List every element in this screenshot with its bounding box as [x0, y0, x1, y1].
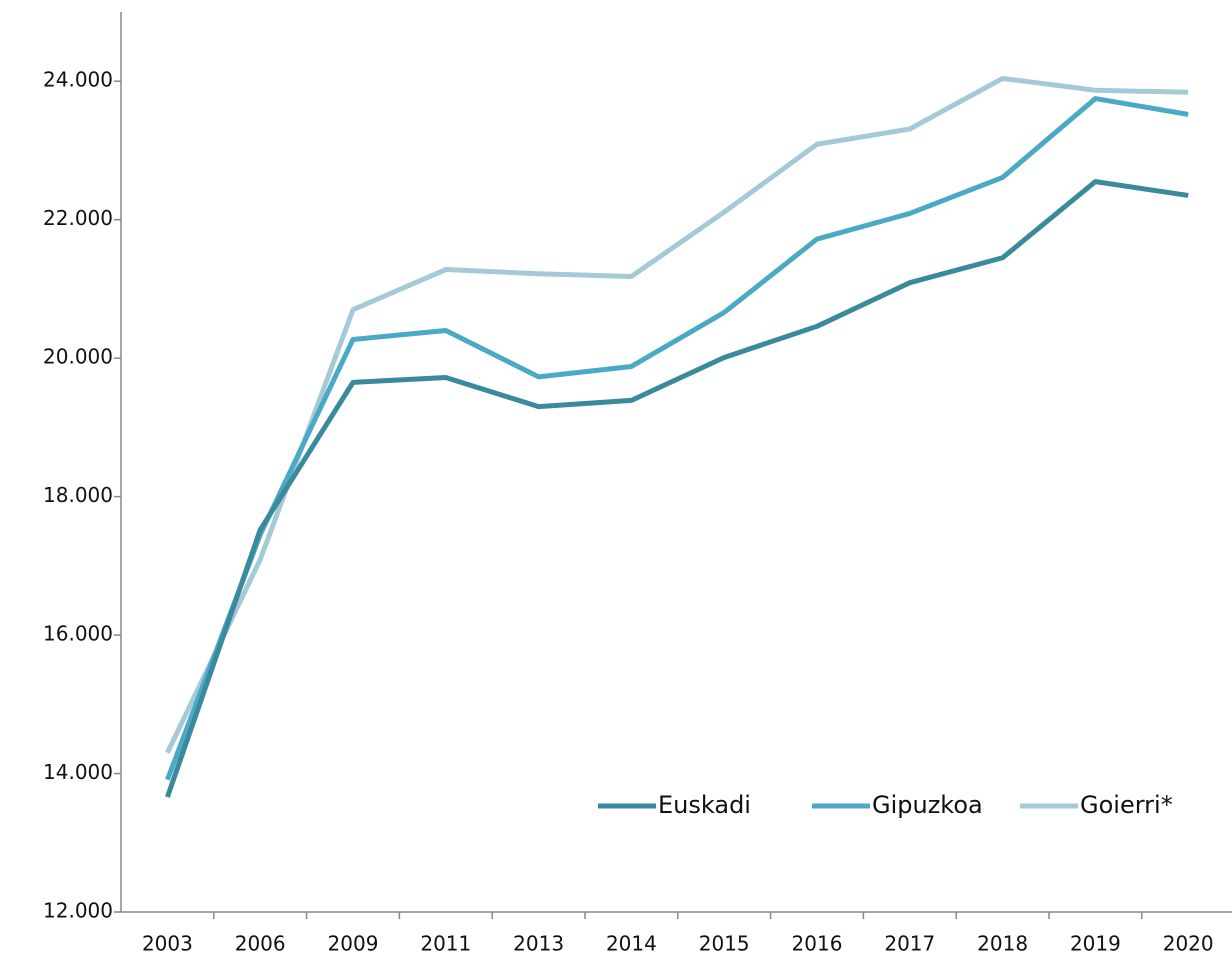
y-tick-label: 24.000 — [43, 68, 113, 92]
series-line — [165, 179, 1189, 798]
legend-label: Euskadi — [658, 791, 751, 819]
x-tick-label: 2018 — [977, 932, 1028, 956]
x-tick-label: 2009 — [328, 932, 379, 956]
y-tick-label: 22.000 — [43, 206, 113, 230]
x-tick-label: 2017 — [884, 932, 935, 956]
series-line — [165, 96, 1189, 781]
x-tick-label: 2019 — [1070, 932, 1121, 956]
y-tick-label: 18.000 — [43, 483, 113, 507]
y-tick-label: 16.000 — [43, 622, 113, 646]
y-tick-label: 14.000 — [43, 760, 113, 784]
x-tick-label: 2020 — [1163, 932, 1214, 956]
x-tick-label: 2013 — [513, 932, 564, 956]
x-tick-label: 2015 — [699, 932, 750, 956]
legend-label: Goierri* — [1080, 791, 1173, 819]
x-tick-label: 2003 — [142, 932, 193, 956]
x-tick-label: 2016 — [792, 932, 843, 956]
y-tick-label: 20.000 — [43, 345, 113, 369]
x-tick-label: 2014 — [606, 932, 657, 956]
y-tick-label: 12.000 — [43, 899, 113, 923]
x-tick-label: 2006 — [235, 932, 286, 956]
legend-label: Gipuzkoa — [872, 791, 983, 819]
x-tick-label: 2011 — [420, 932, 471, 956]
series-line — [165, 75, 1189, 754]
